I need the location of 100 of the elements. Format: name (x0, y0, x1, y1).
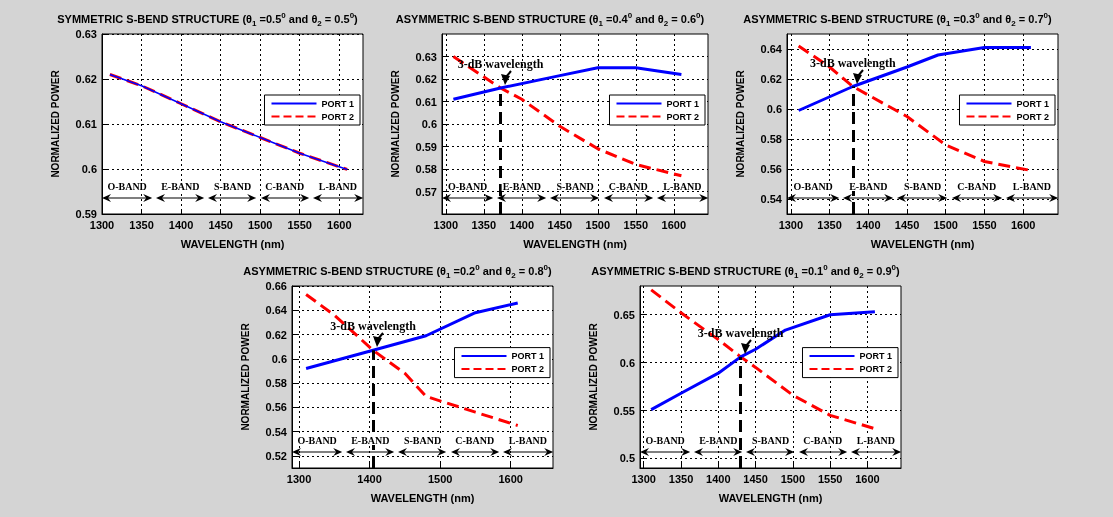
x-tick-label: 1400 (856, 218, 881, 231)
y-tick-label: 0.66 (265, 280, 287, 292)
x-tick-label: 1300 (433, 218, 459, 231)
x-tick-label: 1450 (547, 218, 573, 231)
x-tick-label: 1300 (778, 218, 804, 231)
x-axis-title: WAVELENGTH (nm) (870, 237, 975, 250)
annotation: C-BAND (265, 180, 305, 192)
annotation: C-BAND (608, 180, 648, 192)
x-tick-label: 1350 (668, 472, 694, 485)
y-tick-label: 0.54 (760, 193, 783, 205)
annotation: O-BAND (447, 180, 488, 192)
annotation: E-BAND (351, 434, 390, 446)
y-tick-label: 0.6 (766, 103, 782, 115)
y-axis-title: NORMALIZED POWER (239, 322, 251, 431)
x-tick-label: 1500 (427, 472, 453, 485)
y-tick-label: 0.63 (75, 28, 97, 40)
annotation: S-BAND (903, 180, 942, 192)
x-tick-label: 1500 (247, 218, 273, 231)
x-axis-title: WAVELENGTH (nm) (180, 237, 285, 250)
x-tick-label: 1350 (817, 218, 842, 231)
x-tick-label: 1400 (706, 472, 731, 485)
x-tick-label: 1550 (817, 472, 843, 485)
x-tick-label: 1300 (89, 218, 115, 231)
annotation: O-BAND (107, 180, 147, 192)
x-tick-label: 1600 (661, 218, 687, 231)
x-tick-label: 1450 (894, 218, 920, 231)
annotation: S-BAND (556, 180, 594, 192)
y-tick-label: 0.58 (415, 163, 437, 175)
chart-title: ASYMMETRIC S-BEND STRUCTURE (θ$_{1}$ =0.1$^{0}$ and θ$_{2}$ = 0.9$^{0}$) (591, 263, 900, 280)
y-tick-label: 0.6 (619, 356, 635, 369)
x-tick-label: 1350 (129, 218, 154, 231)
chart-title: ASYMMETRIC S-BEND STRUCTURE (θ$_{1}$ =0.2$^{0}$ and θ$_{2}$ = 0.8$^{0}$) (243, 263, 552, 280)
y-tick-label: 0.62 (760, 73, 782, 85)
y-axis-title: NORMALIZED POWER (389, 69, 401, 178)
y-tick-label: 0.6 (421, 118, 437, 130)
y-tick-label: 0.62 (265, 328, 287, 341)
y-tick-label: 0.57 (415, 185, 437, 198)
x-tick-label: 1600 (1010, 218, 1036, 231)
y-tick-label: 0.56 (760, 163, 782, 175)
y-axis-title: NORMALIZED POWER (49, 69, 61, 178)
legend-label: PORT 2 (859, 364, 893, 375)
annotation: E-BAND (161, 180, 200, 192)
annotation: S-BAND (751, 434, 790, 446)
x-axis-title: WAVELENGTH (nm) (370, 491, 475, 504)
legend-label: PORT 2 (511, 364, 545, 375)
chart-title: ASYMMETRIC S-BEND STRUCTURE (θ$_{1}$ =0.4$^{0}$ and θ$_{2}$ = 0.6$^{0}$) (395, 11, 705, 28)
y-axis-title: NORMALIZED POWER (587, 322, 599, 431)
annotation: O-BAND (297, 434, 337, 446)
legend-label: PORT 1 (859, 351, 893, 362)
y-tick-label: 0.65 (613, 308, 635, 321)
x-tick-label: 1450 (208, 218, 233, 231)
x-tick-label: 1450 (743, 472, 768, 485)
legend-label: PORT 1 (511, 351, 545, 362)
annotation: E-BAND (502, 180, 541, 192)
x-tick-label: 1600 (327, 218, 352, 231)
legend-label: PORT 1 (321, 98, 355, 109)
y-tick-label: 0.64 (760, 43, 783, 55)
x-tick-label: 1500 (933, 218, 958, 231)
annotation: L-BAND (856, 434, 896, 446)
y-tick-label: 0.56 (265, 401, 287, 414)
legend-label: PORT 1 (1016, 98, 1050, 109)
y-tick-label: 0.61 (75, 118, 97, 130)
y-tick-label: 0.52 (265, 449, 287, 462)
legend-label: PORT 2 (666, 111, 700, 122)
ref-line-label: 3-dB wavelength (330, 319, 417, 334)
annotation: C-BAND (957, 180, 997, 192)
annotation: L-BAND (1012, 180, 1052, 192)
x-tick-label: 1300 (631, 472, 656, 485)
y-tick-label: 0.54 (265, 425, 288, 438)
y-tick-label: 0.59 (75, 208, 97, 220)
x-tick-label: 1400 (357, 472, 382, 485)
y-tick-label: 0.62 (75, 73, 97, 85)
x-tick-label: 1550 (287, 218, 312, 231)
annotation: C-BAND (803, 434, 843, 446)
y-tick-label: 0.64 (265, 304, 288, 317)
annotation: C-BAND (455, 434, 495, 446)
y-axis-title: NORMALIZED POWER (734, 69, 746, 178)
x-tick-label: 1500 (780, 472, 806, 485)
line-series (109, 73, 348, 171)
annotation: L-BAND (663, 180, 702, 192)
legend-label: PORT 1 (666, 98, 700, 109)
y-tick-label: 0.58 (265, 377, 287, 390)
x-tick-label: 1400 (168, 218, 194, 231)
y-tick-label: 0.58 (760, 133, 782, 145)
annotation: L-BAND (318, 180, 358, 192)
x-tick-label: 1350 (471, 218, 497, 231)
chart-title: ASYMMETRIC S-BEND STRUCTURE (θ$_{1}$ =0.3$^{0}$ and θ$_{2}$ = 0.7$^{0}$) (743, 11, 1052, 28)
annotation: E-BAND (849, 180, 888, 192)
ref-line-label: 3-dB wavelength (457, 57, 544, 71)
y-tick-label: 0.59 (415, 140, 437, 153)
x-tick-label: 1600 (855, 472, 880, 485)
x-tick-label: 1550 (972, 218, 997, 231)
annotation: S-BAND (213, 180, 252, 192)
annotation: E-BAND (699, 434, 738, 446)
x-axis-title: WAVELENGTH (nm) (523, 237, 628, 250)
x-tick-label: 1400 (509, 218, 535, 231)
annotation: O-BAND (793, 180, 833, 192)
annotation: S-BAND (403, 434, 442, 446)
x-axis-title: WAVELENGTH (nm) (718, 491, 823, 504)
chart-title: SYMMETRIC S-BEND STRUCTURE (θ$_{1}$ =0.5$^{0}$ and θ$_{2}$ = 0.5$^{0}$) (57, 11, 358, 28)
